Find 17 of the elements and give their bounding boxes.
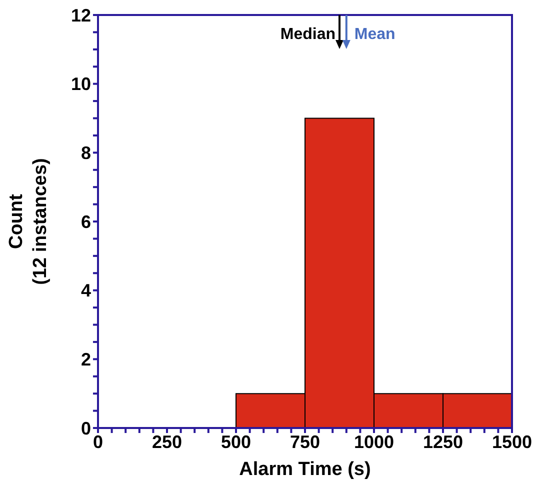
x-tick-label: 750 [290,432,320,452]
y-axis-title: Count (12 instances) [6,158,51,285]
x-axis-title: Alarm Time (s) [239,459,371,480]
ref-line-label: Mean [354,26,396,43]
y-tick-label: 0 [80,418,91,438]
x-tick-label: 1250 [422,432,464,452]
x-tick-label: 250 [152,432,182,452]
x-tick-label: 1500 [492,432,532,452]
y-tick-label: 12 [70,5,91,26]
x-tick-label: 1000 [354,432,394,452]
y-tick-label: 8 [80,143,91,164]
y-tick-label: 2 [80,350,91,370]
ref-line-label: Median [280,26,336,43]
y-tick-label: 4 [80,280,91,301]
y-tick-label: 10 [70,74,91,94]
x-tick-label: 500 [220,432,252,452]
y-tick-label: 6 [80,212,91,232]
